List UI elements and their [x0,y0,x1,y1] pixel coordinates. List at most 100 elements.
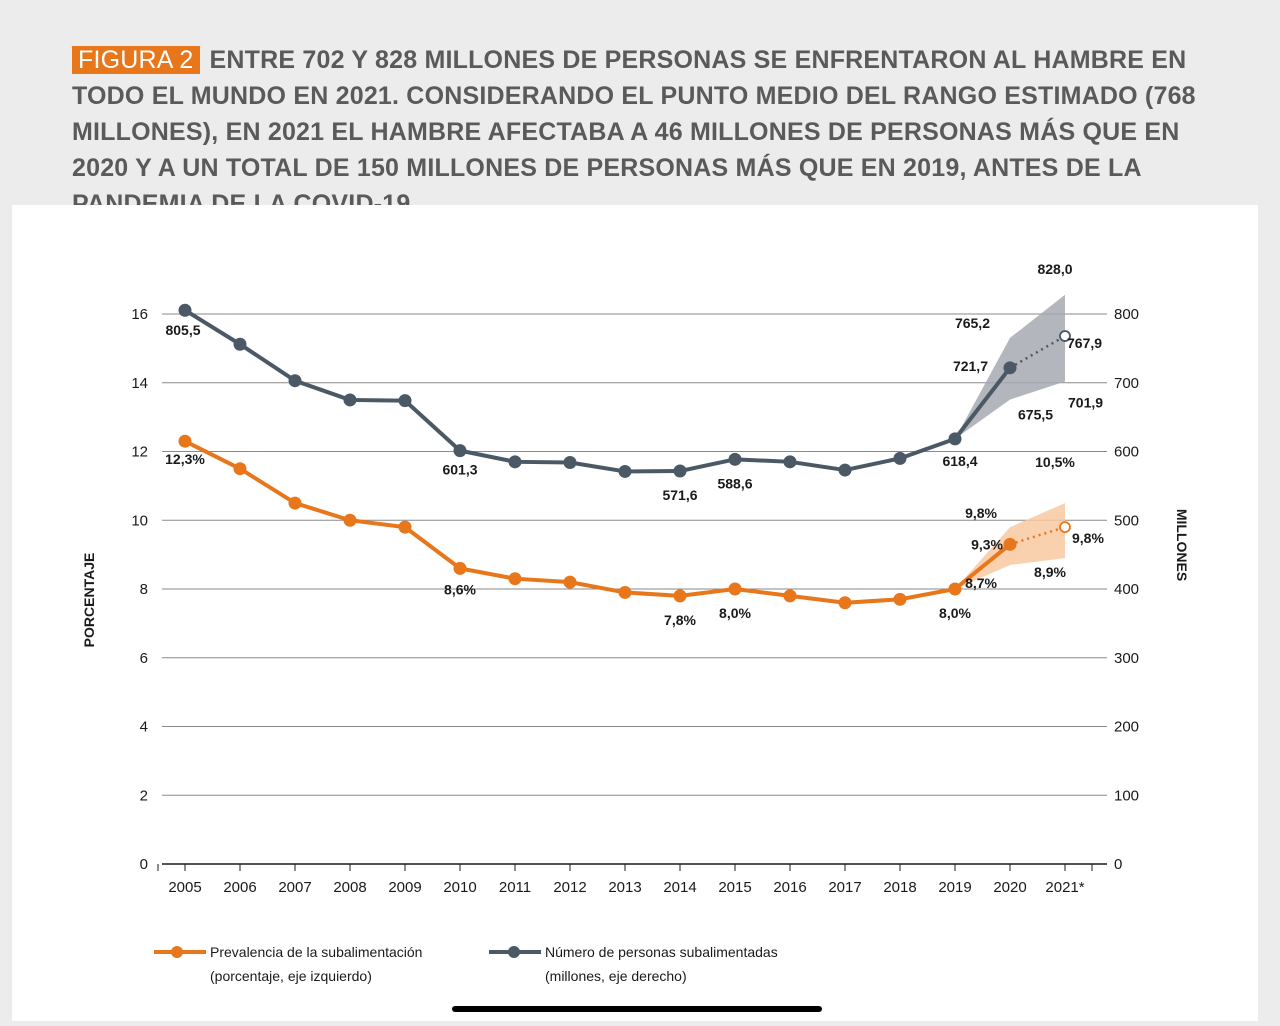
orange-point [233,462,247,476]
x-tick-label: 2011 [499,879,531,896]
orange-point [178,434,192,448]
x-tick-label: 2006 [223,879,256,896]
legend-label-number: Número de personas subalimentadas [545,944,778,960]
orange-data-label: 9,8% [965,505,997,521]
y-left-tick-label: 12 [131,444,148,461]
x-tick-label: 2013 [608,879,641,896]
y-left-tick-label: 0 [140,856,148,873]
slate-projection-line [1009,334,1066,369]
slate-data-label: 618,4 [942,453,977,469]
y-axis-left-label: PORCENTAJE [81,553,97,648]
orange-point [893,592,907,606]
y-left-tick-label: 6 [140,650,148,667]
legend-item-number: Número de personas subalimentadas (millo… [489,944,778,984]
orange-point [398,520,412,534]
y-left-tick-label: 10 [131,512,148,529]
home-indicator[interactable] [452,1006,822,1012]
y-left-tick-label: 14 [131,375,148,392]
x-tick-label: 2019 [938,879,971,896]
legend-sublabel-prevalence: (porcentaje, eje izquierdo) [210,968,372,984]
gridlines [162,313,1107,865]
orange-point [948,582,962,596]
slate-point [838,463,852,477]
orange-data-label: 9,8% [1072,530,1104,546]
y-right-tick-label: 100 [1114,787,1139,804]
figure-label-badge: FIGURA 2 [72,46,200,74]
y-left-tick-label: 4 [140,719,148,736]
slate-data-label: 601,3 [442,462,477,478]
orange-point [563,575,577,589]
data-labels: 805,5 601,3 571,6 588,6 618,4 721,7 765,2 675,5… [165,261,1104,628]
y-left-tick-label: 8 [140,581,148,598]
legend-marker-slate [508,946,520,958]
orange-point [343,513,357,527]
x-axis-ticks: 2005 2006 2007 2008 2009 2010 2011 2012 2013 2014… [157,864,1093,896]
slate-data-label: 571,6 [662,487,697,503]
slate-point [288,374,302,388]
x-tick-label: 2009 [388,879,421,896]
x-tick-label: 2005 [168,879,201,896]
orange-data-label: 8,9% [1034,564,1066,580]
series-lines [183,308,1066,605]
orange-point-projected [1059,521,1071,534]
y-right-tick-label: 800 [1114,306,1139,323]
orange-point [288,496,302,510]
figure-title: FIGURA 2 ENTRE 702 Y 828 MILLONES DE PERS… [72,42,1222,222]
slate-point [783,455,797,469]
slate-data-label: 675,5 [1018,407,1053,423]
y-right-tick-label: 700 [1114,375,1139,392]
slate-point [233,337,247,351]
orange-series-line [184,439,1012,605]
orange-data-label: 9,3% [971,536,1003,552]
x-tick-label: 2007 [278,879,311,896]
slate-data-label: 805,5 [165,322,200,338]
legend-label-prevalence: Prevalencia de la subalimentación [210,944,422,960]
slate-data-label: 828,0 [1037,261,1072,277]
orange-data-label: 12,3% [165,451,205,467]
legend: Prevalencia de la subalimentación (porce… [154,944,778,984]
slate-data-label: 721,7 [953,358,988,374]
x-tick-label: 2015 [718,879,751,896]
slate-point-projected [1059,330,1071,342]
series-points [178,303,1071,610]
slate-point [398,394,412,408]
y-axis-right-label: MILLONES [1174,509,1190,581]
y-left-tick-label: 2 [140,787,148,804]
right-axis-ticks: 0 100 200 300 400 500 600 700 800 [1114,306,1139,873]
legend-sublabel-number: (millones, eje derecho) [545,968,687,984]
x-tick-label: 2018 [883,879,916,896]
slate-point [1003,361,1017,375]
slate-point [343,393,357,407]
y-right-tick-label: 200 [1114,719,1139,736]
x-tick-label: 2012 [553,879,586,896]
y-right-tick-label: 600 [1114,444,1139,461]
orange-point [838,596,852,610]
y-right-tick-label: 0 [1114,856,1122,873]
slate-point [563,456,577,469]
slate-point [178,303,192,317]
orange-point [728,582,742,596]
slate-series-line [183,308,1012,474]
orange-point [508,572,522,586]
y-left-tick-label: 16 [131,306,148,323]
slate-point [893,451,907,465]
x-tick-label: 2010 [443,879,476,896]
orange-point [453,561,467,575]
orange-data-label: 8,0% [719,605,751,621]
y-right-tick-label: 500 [1114,512,1139,529]
x-tick-label: 2021* [1045,879,1084,896]
slate-data-label: 767,9 [1067,335,1102,351]
chart-panel: 0 2 4 6 8 10 12 14 16 0 100 200 300 400 500 600 700 800 … [12,205,1258,1021]
orange-data-label: 7,8% [664,612,696,628]
x-tick-label: 2017 [828,879,861,896]
orange-data-label: 8,6% [444,581,476,597]
orange-data-label: 10,5% [1035,454,1075,470]
orange-point [783,589,797,603]
slate-data-label: 701,9 [1068,394,1103,410]
orange-data-label: 8,0% [939,605,971,621]
left-axis-ticks: 0 2 4 6 8 10 12 14 16 [131,306,148,873]
slate-point [618,464,632,478]
figure-header: FIGURA 2 ENTRE 702 Y 828 MILLONES DE PERS… [0,0,1280,218]
x-tick-label: 2016 [773,879,806,896]
